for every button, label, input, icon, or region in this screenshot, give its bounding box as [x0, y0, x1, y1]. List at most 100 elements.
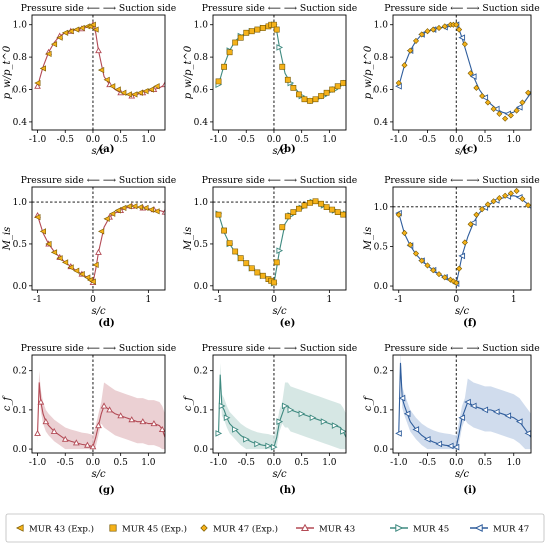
experimental-point	[254, 269, 261, 276]
plot-area	[395, 355, 531, 451]
experimental-point	[430, 267, 437, 274]
experimental-point	[39, 228, 46, 235]
series-marker	[218, 402, 226, 410]
experimental-point	[301, 96, 308, 103]
y-axis-label: M_is	[2, 227, 13, 252]
plot-area	[34, 21, 165, 99]
experimental-point	[103, 215, 110, 222]
experimental-point	[89, 21, 96, 28]
x-tick-label: -1.0	[390, 135, 408, 145]
axes-frame	[212, 14, 347, 131]
y-tick-label: 0.1	[374, 406, 388, 416]
series-marker	[458, 34, 466, 42]
experimental-point	[395, 80, 402, 87]
experimental-point	[484, 99, 491, 106]
experimental-point	[507, 190, 514, 197]
series-marker	[298, 410, 306, 418]
experimental-point	[453, 279, 460, 286]
experimental-point	[467, 221, 474, 228]
experimental-point	[153, 208, 160, 215]
experimental-point	[401, 62, 408, 69]
experimental-point	[525, 202, 531, 209]
experimental-point	[502, 115, 509, 122]
series-marker	[106, 406, 113, 413]
x-tick-label: -1.0	[210, 135, 228, 145]
series-marker	[504, 412, 512, 420]
x-tick-label: -1	[33, 295, 42, 305]
experimental-point	[67, 28, 74, 35]
experimental-point	[56, 34, 63, 41]
panel-label-row: (a) (b) (c) (d) (e) (f) (g) (h) (i)	[98, 144, 478, 496]
x-tick-label: -1.0	[29, 458, 47, 468]
experimental-point	[412, 250, 420, 257]
series-marker	[469, 402, 477, 410]
x-tick-label: 1.0	[322, 135, 337, 145]
legend-label: MUR 45	[413, 525, 449, 535]
subplot-b: Pressure side ⟵ ⟶ Suction side -1.0 -0.5 0.…	[183, 3, 357, 157]
side-header: Pressure side ⟵ ⟶ Suction side	[202, 3, 358, 14]
experimental-point	[109, 210, 116, 217]
experimental-point	[142, 88, 149, 95]
legend-item: MUR 43	[296, 523, 355, 535]
experimental-point	[142, 204, 149, 212]
axes-frame	[31, 186, 166, 291]
series-marker	[139, 418, 147, 425]
series-marker	[34, 82, 41, 89]
experimental-point	[401, 229, 408, 236]
y-tick-label: 0.5	[13, 240, 28, 250]
experimental-point	[273, 259, 280, 266]
experimental-point	[461, 41, 468, 48]
experimental-point	[490, 105, 497, 112]
experimental-point	[232, 39, 239, 46]
experimental-point	[525, 89, 531, 96]
y-tick-label: 0.0	[194, 282, 209, 292]
experimental-point	[89, 278, 96, 285]
experimental-point	[307, 97, 313, 104]
x-tick-label: 1.0	[141, 458, 156, 468]
series-marker	[458, 414, 466, 422]
x-tick-label: 1.0	[507, 135, 522, 145]
experimental-point	[92, 26, 99, 33]
side-header: Pressure side ⟵ ⟶ Suction side	[384, 3, 540, 14]
experimental-point	[461, 239, 468, 246]
x-tick-label: -1	[394, 295, 403, 305]
experimental-point	[329, 86, 336, 93]
x-axis-label: s/c	[91, 469, 106, 480]
experimental-point	[340, 211, 346, 218]
y-tick-label: 1.0	[13, 21, 28, 31]
experimental-point	[114, 86, 121, 93]
experimental-point	[323, 89, 330, 96]
x-axis-label: s/c	[272, 146, 287, 157]
experimental-point	[507, 112, 514, 119]
experimental-point	[490, 198, 497, 205]
experimental-point	[412, 37, 420, 44]
experimental-point	[243, 29, 250, 36]
x-axis-label: s/c	[455, 146, 470, 157]
experimental-point	[73, 267, 80, 274]
series-line	[37, 23, 165, 97]
experimental-point	[61, 29, 69, 36]
series-marker	[89, 443, 97, 450]
plot-area	[395, 21, 531, 122]
experimental-point	[125, 91, 132, 98]
series-marker	[84, 441, 91, 448]
uncertainty-band	[398, 355, 531, 450]
side-header: Pressure side ⟵ ⟶ Suction side	[384, 175, 540, 186]
experimental-point	[323, 204, 330, 210]
y-tick-label: 0.0	[374, 445, 389, 455]
experimental-point	[131, 91, 138, 98]
experimental-point	[290, 209, 297, 216]
experimental-point	[103, 76, 110, 83]
experimental-point	[39, 65, 46, 72]
series-marker	[254, 440, 261, 448]
y-tick-label: 1.0	[374, 21, 389, 31]
series-marker	[37, 398, 45, 405]
experimental-point	[284, 213, 291, 220]
x-tick-label: 0.0	[449, 458, 464, 468]
x-tick-label: 0.5	[295, 458, 310, 468]
series-marker	[504, 193, 512, 200]
series-marker	[276, 44, 284, 51]
y-tick-label: 0.4	[374, 118, 389, 128]
axes-frame	[212, 186, 347, 291]
